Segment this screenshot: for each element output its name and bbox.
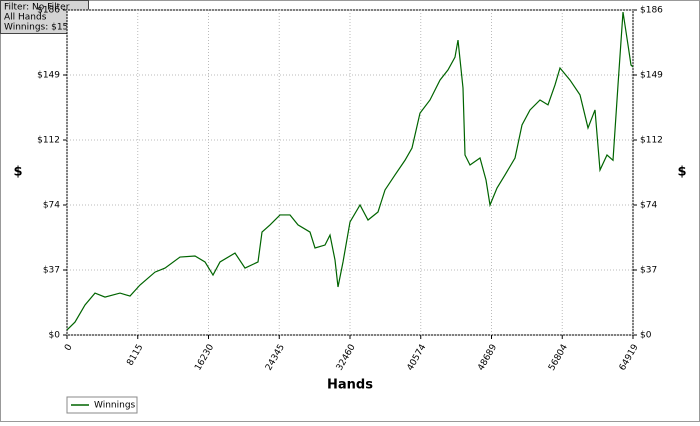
y-tick-label: $74 [43,201,60,211]
y-axis-label: $ [13,165,22,180]
x-axis-label: Hands [327,378,373,393]
y2-tick-label: $37 [640,266,657,276]
legend-label: Winnings [94,401,136,411]
y2-tick-label: $0 [640,331,652,341]
y2-tick-label: $112 [640,136,663,146]
legend-box [66,396,138,414]
info-line: Winnings: $150.56 [4,23,89,33]
y2-axis-label: $ [677,165,686,180]
info-line: Filter: No Filter [4,3,70,13]
y2-tick-label: $74 [640,201,657,211]
y-tick-label: $112 [37,136,60,146]
info-line: All Hands [4,13,47,23]
y-tick-label: $37 [43,266,60,276]
y2-tick-label: $149 [640,71,663,81]
line [66,12,634,331]
y2-tick-label: $186 [640,6,663,16]
y-tick-label: $186 [37,6,60,16]
y-tick-label: $149 [37,71,60,81]
y-tick-label: $0 [49,331,61,341]
x-tick-label: 0 [63,343,75,353]
